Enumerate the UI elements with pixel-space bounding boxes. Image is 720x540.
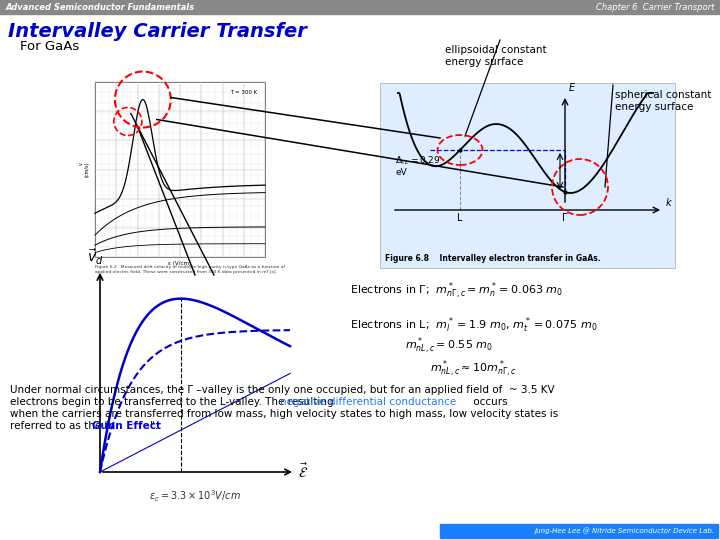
Text: Figure 6.8    Intervalley electron transfer in GaAs.: Figure 6.8 Intervalley electron transfer… <box>385 254 600 263</box>
Text: $\vec{\mathcal{E}}$: $\vec{\mathcal{E}}$ <box>298 463 308 481</box>
Text: Under normal circumstances, the Γ –valley is the only one occupied, but for an a: Under normal circumstances, the Γ –valle… <box>10 385 554 395</box>
Text: referred to as the ": referred to as the " <box>10 421 109 431</box>
Text: $\varepsilon_c = 3.3 \times 10^3 V/cm$: $\varepsilon_c = 3.3 \times 10^3 V/cm$ <box>149 488 241 504</box>
Text: negative differential conductance: negative differential conductance <box>280 397 456 407</box>
Text: Gunn Effect: Gunn Effect <box>92 421 161 431</box>
Text: L: L <box>457 213 463 223</box>
Text: $m^*_{nL,c} \approx 10 m^*_{n\Gamma,c}$: $m^*_{nL,c} \approx 10 m^*_{n\Gamma,c}$ <box>430 358 517 379</box>
Text: $E$: $E$ <box>568 81 576 93</box>
Bar <box>440 524 718 538</box>
Bar <box>380 83 675 268</box>
Text: ε (V/cm): ε (V/cm) <box>168 261 192 266</box>
Bar <box>0 0 720 14</box>
Text: Jung-Hee Lee @ Nitride Semiconductor Device Lab.: Jung-Hee Lee @ Nitride Semiconductor Dev… <box>534 528 714 535</box>
Text: $\Delta_{\Gamma L} = 0.29$
eV: $\Delta_{\Gamma L} = 0.29$ eV <box>395 154 441 178</box>
Text: Electrons in $\Gamma$;  $m^*_{n\Gamma,c} = m^*_n = 0.063\ m_0$: Electrons in $\Gamma$; $m^*_{n\Gamma,c} … <box>350 280 563 301</box>
Text: when the carriers are transferred from low mass, high velocity states to high ma: when the carriers are transferred from l… <box>10 409 558 419</box>
Text: electrons begin to be transferred to the L-valley. The resulting: electrons begin to be transferred to the… <box>10 397 337 407</box>
Text: Figure 6.2   Measured drift velocity of multiple high-purity n-type GaAs as a fu: Figure 6.2 Measured drift velocity of mu… <box>95 265 285 274</box>
Text: Intervalley Carrier Transfer: Intervalley Carrier Transfer <box>8 22 307 41</box>
Text: $k$: $k$ <box>665 196 673 208</box>
Bar <box>95 82 265 257</box>
Text: $\vec{v}_d$: $\vec{v}_d$ <box>86 248 103 267</box>
Text: v
(cm/s): v (cm/s) <box>79 162 90 177</box>
Text: For GaAs: For GaAs <box>20 40 79 53</box>
Text: ellipsoidal constant
energy surface: ellipsoidal constant energy surface <box>445 45 546 66</box>
Text: Chapter 6  Carrier Transport: Chapter 6 Carrier Transport <box>595 3 714 11</box>
Text: T = 300 K: T = 300 K <box>230 90 257 95</box>
Text: Electrons in L;  $m^*_l = 1.9\ m_0$, $m^*_t = 0.075\ m_0$: Electrons in L; $m^*_l = 1.9\ m_0$, $m^*… <box>350 315 598 335</box>
Text: ".: ". <box>150 421 158 431</box>
Text: Γ: Γ <box>562 213 568 223</box>
Text: spherical constant
energy surface: spherical constant energy surface <box>615 90 711 112</box>
Text: occurs: occurs <box>470 397 508 407</box>
Text: Advanced Semiconductor Fundamentals: Advanced Semiconductor Fundamentals <box>6 3 195 11</box>
Text: $m^*_{nL,c} = 0.55\ m_0$: $m^*_{nL,c} = 0.55\ m_0$ <box>405 335 493 356</box>
